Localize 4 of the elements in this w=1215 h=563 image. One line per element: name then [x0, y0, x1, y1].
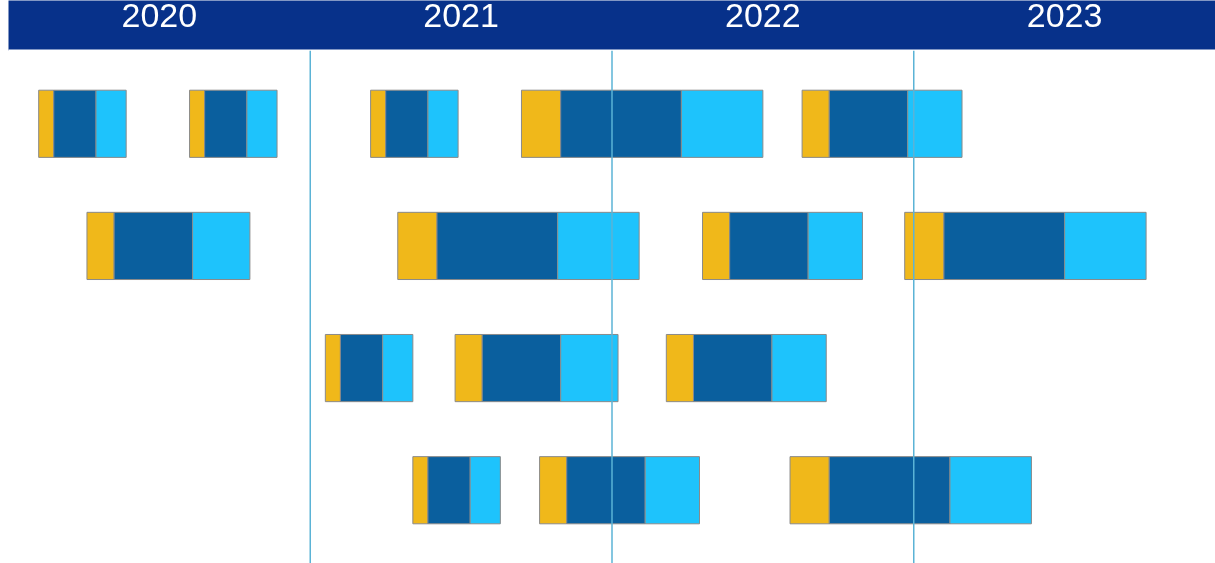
x-tick-label: 2020	[121, 0, 198, 34]
x-tick-label: 2023	[1026, 0, 1103, 34]
x-tick-label: 2021	[423, 0, 499, 34]
x-tick-label: 2022	[725, 0, 801, 34]
